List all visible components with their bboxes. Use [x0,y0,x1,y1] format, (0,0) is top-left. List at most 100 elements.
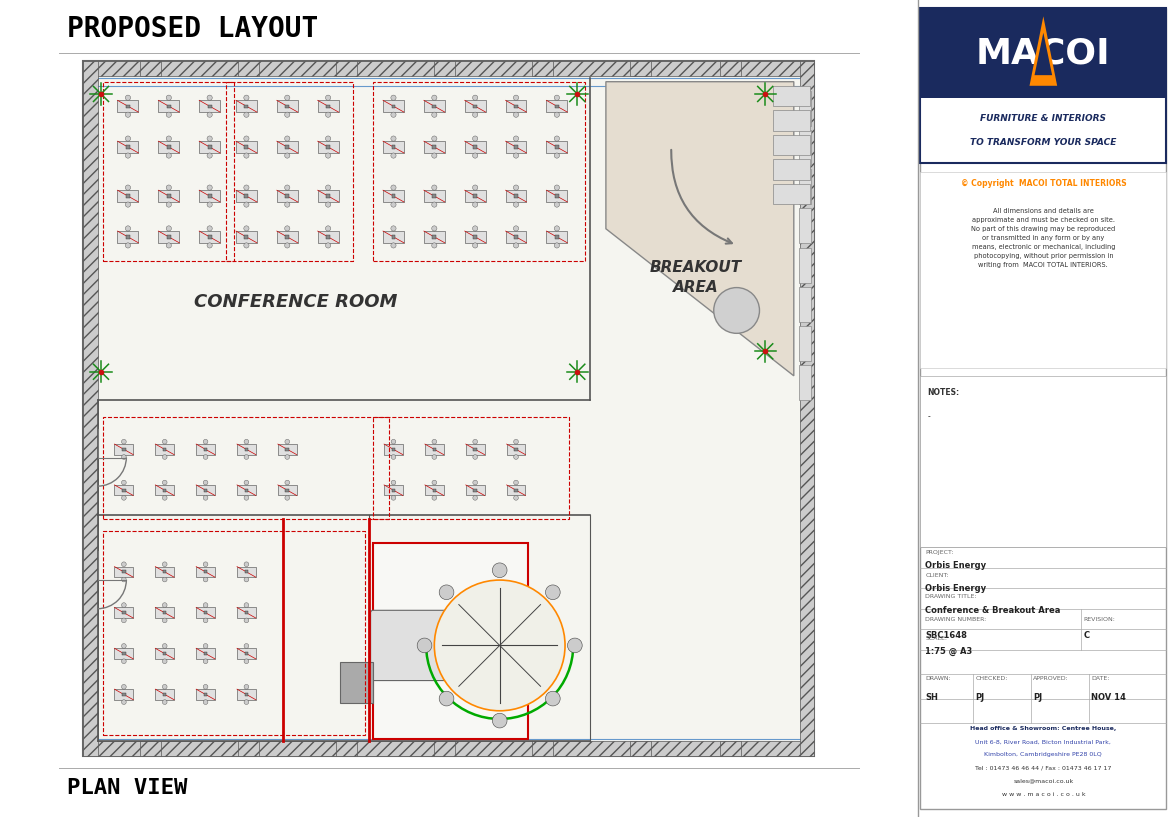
Bar [196,649,215,659]
Circle shape [244,603,249,608]
Circle shape [554,225,560,231]
Circle shape [244,225,249,231]
Circle shape [390,185,396,190]
Circle shape [244,699,249,704]
Bar [337,741,357,756]
Circle shape [166,185,172,190]
Bar [122,570,125,574]
Circle shape [554,95,560,100]
Text: FURNITURE & INTERIORS: FURNITURE & INTERIORS [981,114,1106,123]
Bar [118,100,138,112]
Circle shape [162,454,167,459]
Circle shape [284,95,290,100]
Circle shape [472,454,477,459]
Circle shape [166,136,172,141]
Bar [798,130,811,165]
Bar [385,485,403,495]
Bar [244,693,248,696]
Circle shape [513,440,518,444]
Bar [798,287,811,322]
Bar [162,489,166,492]
Bar [278,444,297,454]
Circle shape [392,440,396,444]
Circle shape [162,618,167,623]
Circle shape [513,225,519,231]
Bar [433,489,436,492]
Bar [155,649,174,659]
Circle shape [203,685,208,690]
Circle shape [285,495,290,500]
Circle shape [392,480,396,485]
Circle shape [244,659,249,663]
Bar [167,235,171,239]
Circle shape [284,243,290,248]
Text: Orbis Energy: Orbis Energy [925,561,987,570]
Text: C: C [1084,631,1090,640]
Bar [920,172,1167,368]
Bar [118,231,138,243]
Circle shape [390,243,396,248]
Bar [236,100,257,112]
Bar [203,489,207,492]
Circle shape [244,495,249,500]
Circle shape [244,562,249,567]
Bar [774,159,810,180]
Bar [115,649,133,659]
Circle shape [433,480,437,485]
Circle shape [431,112,437,118]
Circle shape [244,95,249,100]
Bar [798,169,811,204]
Bar [424,231,444,243]
Circle shape [244,454,249,459]
Circle shape [122,644,126,649]
Circle shape [207,243,213,248]
Bar [473,448,477,451]
Circle shape [325,153,331,158]
Circle shape [431,202,437,208]
Circle shape [513,495,518,500]
Circle shape [207,202,213,208]
Bar [465,231,485,243]
Circle shape [203,603,208,608]
Text: -: - [928,413,931,422]
Circle shape [513,202,519,208]
Bar [115,485,133,495]
Text: CHECKED:: CHECKED: [975,676,1008,681]
Bar [465,444,485,454]
Bar [155,567,174,577]
Circle shape [431,243,437,248]
Circle shape [284,112,290,118]
Bar [546,231,567,243]
Polygon shape [1030,16,1057,86]
Bar [126,235,130,239]
Circle shape [554,136,560,141]
Bar [167,145,171,149]
Bar [285,145,289,149]
Polygon shape [606,82,794,376]
Bar [555,194,559,198]
Bar [167,194,171,198]
Circle shape [207,95,213,100]
Bar [226,82,353,261]
Bar [122,693,125,696]
Bar [118,190,138,202]
Bar [244,448,248,451]
Bar [285,448,289,451]
Bar [392,448,395,451]
Bar [236,190,257,202]
Bar [158,141,179,153]
Bar [473,235,477,239]
Bar [244,145,248,149]
Text: © Copyright  MACOI TOTAL INTERIORS: © Copyright MACOI TOTAL INTERIORS [961,179,1126,189]
Circle shape [433,440,437,444]
Bar [920,8,1167,98]
Circle shape [162,480,167,485]
Bar [532,61,553,76]
Circle shape [125,95,131,100]
Bar [800,61,815,756]
Circle shape [162,685,167,690]
Bar [162,448,166,451]
Bar [326,105,330,108]
Bar [140,741,160,756]
Bar [340,662,373,703]
